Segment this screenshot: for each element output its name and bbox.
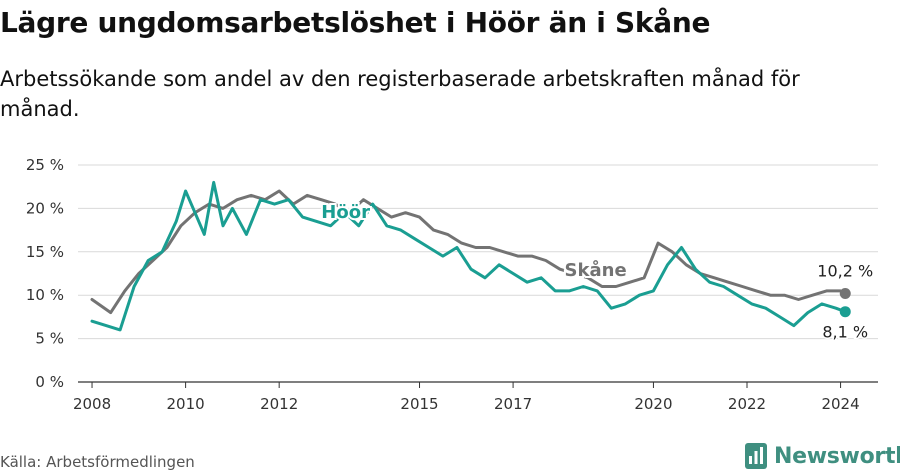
y-tick-label: 0 % [35,373,64,391]
series-labels: Skåne Höör 10,2 % 8,1 % [319,200,874,343]
x-tick-label: 2017 [494,395,532,413]
y-axis-tick-labels: 0 % 5 % 10 % 15 % 20 % 25 % [26,156,64,391]
y-tick-label: 15 % [26,243,64,261]
gridlines [78,164,878,340]
end-label-hoor: 8,1 % [822,323,868,342]
line-chart: 0 %5 %10 %15 %20 %25 % 2008 2010 2012 2015 2… [26,156,878,413]
newsworthy-logo-icon [745,443,767,469]
x-tick-label: 2022 [728,395,766,413]
chart-title: Lägre ungdomsarbetslöshet i Höör än i Sk… [0,6,711,39]
y-tick-label: 20 % [26,199,64,217]
series-line-hoor [90,180,847,332]
source-note: Källa: Arbetsförmedlingen [0,453,195,471]
series-label-skane: Skåne [565,259,627,281]
series-lines [90,180,851,332]
chart-subtitle: Arbetssökande som andel av den registerb… [0,67,800,121]
x-tick-label: 2024 [821,395,859,413]
x-tick-label: 2020 [634,395,672,413]
end-label-skane: 10,2 % [817,261,873,280]
series-label-hoor: Höör [321,202,370,223]
x-tick-label: 2010 [167,395,205,413]
x-tick-label: 2008 [73,395,111,413]
y-tick-label: 25 % [26,156,64,174]
x-axis: 2008 2010 2012 2015 2017 2020 2022 2024 [73,381,878,413]
brand-name: Newsworthy [774,443,900,469]
series-line-skane [90,189,847,315]
y-tick-label: 10 % [26,286,64,304]
y-tick-label: 5 % [35,330,64,348]
x-tick-label: 2015 [400,395,438,413]
x-tick-label: 2012 [260,395,298,413]
brand-logo: Newsworthy [744,442,900,470]
series-endpoint-skane [839,287,851,299]
series-endpoint-hoor [839,306,851,318]
